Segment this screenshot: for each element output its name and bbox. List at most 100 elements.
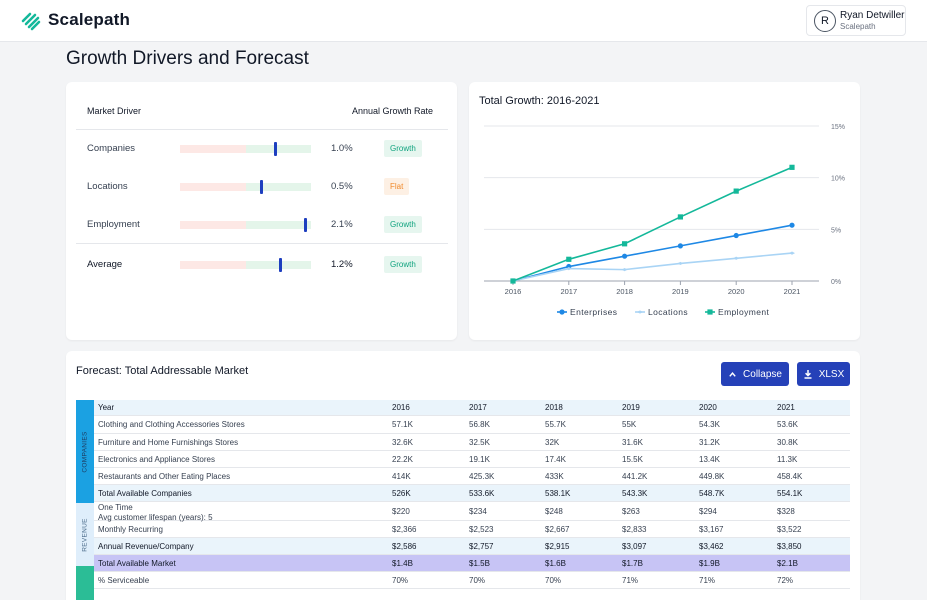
table-row: % Serviceable 70% 70% 70% 71% 71% 72% xyxy=(94,572,850,589)
driver-label: Companies xyxy=(87,143,136,154)
collapse-label: Collapse xyxy=(743,368,782,380)
driver-label: Employment xyxy=(87,219,140,230)
data-point xyxy=(789,164,795,170)
table-cell: 22.2K xyxy=(392,455,413,464)
table-cell: $2,586 xyxy=(392,542,417,551)
table-cell: $248 xyxy=(545,507,563,516)
table-cell: $220 xyxy=(392,507,410,516)
legend-marker xyxy=(637,310,643,314)
driver-rate: 0.5% xyxy=(331,181,353,192)
table-cell: $3,167 xyxy=(699,525,724,534)
table-cell: 433K xyxy=(545,472,564,481)
column-header: 2021 xyxy=(777,403,795,412)
table-cell: 554.1K xyxy=(777,489,803,498)
row-label: Year xyxy=(98,403,115,412)
table-cell: 70% xyxy=(545,576,562,585)
user-org: Scalepath xyxy=(840,22,876,31)
driver-rate: 2.1% xyxy=(331,219,353,230)
table-cell: $1.9B xyxy=(699,559,720,568)
status-badge: Growth xyxy=(384,216,422,233)
row-label: Monthly Recurring xyxy=(98,525,163,534)
data-point xyxy=(566,256,572,262)
table-cell: 72% xyxy=(777,576,794,585)
table-cell: 13.4K xyxy=(699,455,720,464)
series-line-employment xyxy=(512,166,793,282)
xlsx-label: XLSX xyxy=(818,368,845,380)
table-row: Monthly Recurring $2,366 $2,523 $2,667 $2,83… xyxy=(94,521,850,538)
table-cell: $3,462 xyxy=(699,542,724,551)
table-cell: $1.5B xyxy=(469,559,490,568)
table-row: Electronics and Appliance Stores 22.2K 19.… xyxy=(94,451,850,468)
x-tick-label: 2017 xyxy=(560,287,577,296)
status-badge: Growth xyxy=(384,256,422,273)
table-cell: 538.1K xyxy=(545,489,571,498)
market-driver-header: Market Driver xyxy=(87,106,142,116)
data-point xyxy=(789,222,795,228)
row-label: One Time Avg customer lifespan (years): 5 xyxy=(98,503,213,523)
table-cell: 526K xyxy=(392,489,411,498)
bar-marker xyxy=(259,180,263,194)
table-cell: $2,523 xyxy=(469,525,494,534)
x-tick-label: 2016 xyxy=(505,287,522,296)
legend-marker xyxy=(559,309,565,315)
table-cell: 32K xyxy=(545,438,560,447)
table-cell: $2,915 xyxy=(545,542,570,551)
table-cell: 71% xyxy=(699,576,716,585)
table-cell: 70% xyxy=(469,576,486,585)
revenue-group-label: REVENUE xyxy=(76,503,94,566)
row-label: Total Available Market xyxy=(98,559,176,568)
table-cell: 414K xyxy=(392,472,411,481)
total-growth-card: Total Growth: 2016-2021 0% 5% 10% 15% 2016 20… xyxy=(469,82,860,340)
header-divider xyxy=(76,129,448,130)
forecast-title: Forecast: Total Addressable Market xyxy=(76,365,249,377)
table-cell: 19.1K xyxy=(469,455,490,464)
bar-marker xyxy=(304,218,308,232)
table-cell: 11.3K xyxy=(777,455,798,464)
table-row: One Time Avg customer lifespan (years): 5… xyxy=(94,502,850,523)
collapse-button[interactable]: Collapse xyxy=(721,362,789,386)
brand-name: Scalepath xyxy=(48,10,131,29)
row-label: Electronics and Appliance Stores xyxy=(98,455,215,464)
x-tick-label: 2018 xyxy=(616,287,633,296)
table-cell: $2.1B xyxy=(777,559,798,568)
row-label: Annual Revenue/Company xyxy=(98,542,194,551)
table-cell: 458.4K xyxy=(777,472,803,481)
data-point xyxy=(733,232,739,239)
forecast-card: Forecast: Total Addressable Market Colla… xyxy=(66,351,860,600)
legend-label: Employment xyxy=(718,307,769,317)
table-row: Annual Revenue/Company $2,586 $2,757 $2,915… xyxy=(94,538,850,555)
table-cell: 30.8K xyxy=(777,438,798,447)
download-xlsx-button[interactable]: XLSX xyxy=(797,362,850,386)
table-cell: 425.3K xyxy=(469,472,495,481)
average-label: Average xyxy=(87,259,123,270)
download-icon xyxy=(804,370,812,379)
table-cell: 56.8K xyxy=(469,420,490,429)
driver-bar xyxy=(180,258,311,272)
table-cell: 54.3K xyxy=(699,420,720,429)
driver-bar xyxy=(180,142,311,156)
table-cell: 31.2K xyxy=(699,438,720,447)
table-cell: $3,522 xyxy=(777,525,802,534)
data-point xyxy=(510,278,516,284)
table-cell: $1.4B xyxy=(392,559,413,568)
x-tick-label: 2019 xyxy=(672,287,689,296)
row-label: % Serviceable xyxy=(98,576,150,585)
total-growth-chart: 0% 5% 10% 15% 2016 2017 2018 2019 2020 2021 Enterp… xyxy=(484,124,845,317)
table-cell: 70% xyxy=(392,576,409,585)
table-cell: 441.2K xyxy=(622,472,648,481)
status-badge: Flat xyxy=(384,178,410,195)
data-point xyxy=(733,188,739,194)
data-point xyxy=(622,253,628,259)
y-tick-label: 5% xyxy=(831,227,841,234)
data-point xyxy=(622,241,628,247)
table-row: Restaurants and Other Eating Places 414K 4… xyxy=(94,468,850,485)
average-divider xyxy=(76,243,448,244)
table-cell: 55.7K xyxy=(545,420,566,429)
row-label: Total Available Companies xyxy=(98,489,192,498)
brand[interactable]: Scalepath xyxy=(20,9,130,31)
table-cell: 543.3K xyxy=(622,489,648,498)
table-cell: $3,097 xyxy=(622,542,647,551)
data-point xyxy=(789,251,795,255)
user-menu[interactable]: R Ryan Detwiller Scalepath xyxy=(806,5,906,36)
y-tick-label: 0% xyxy=(831,279,841,286)
